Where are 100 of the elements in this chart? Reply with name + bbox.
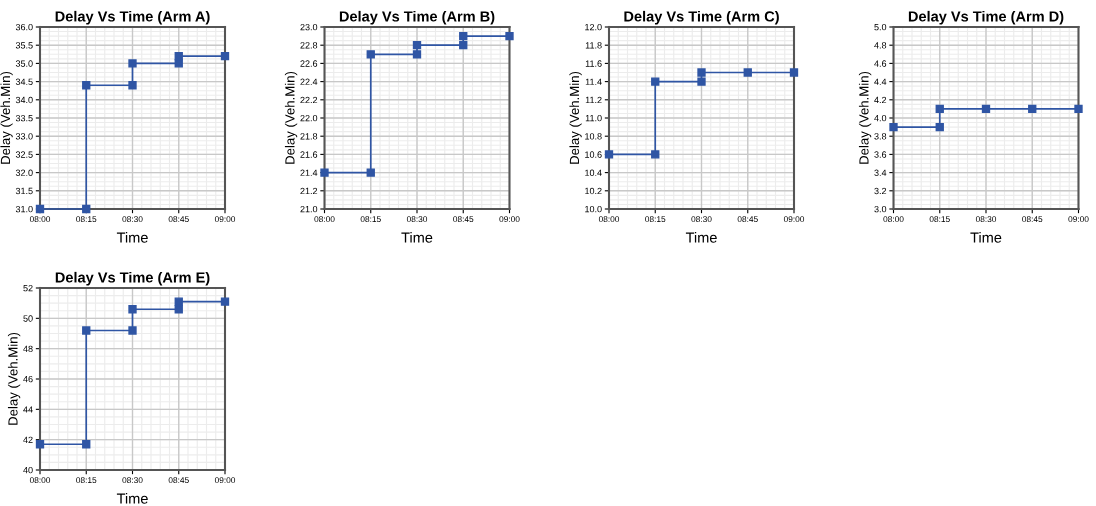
x-tick-label: 09:00 [214,216,236,223]
y-tick-label: 22.8 [300,42,318,49]
y-tick-label: 31.0 [15,205,33,213]
point [412,50,422,59]
point [35,440,45,449]
point [459,31,468,41]
point [604,150,614,159]
x-tick-label: 08:30 [975,216,997,223]
y-tick-label: 42 [23,436,33,443]
y-tick-label: 22.2 [300,96,318,104]
y-tick-label: 35.0 [15,60,33,67]
point [82,440,91,449]
chart-title: Delay Vs Time (Arm E) [55,271,210,286]
y-tick-label: 11.6 [585,60,602,67]
x-tick-label: 08:15 [360,216,381,223]
y-tick-label: 11.2 [585,96,602,104]
y-tick-label: 21.2 [300,187,318,195]
y-tick-label: 34.0 [15,96,33,104]
x-tick-label: 08:45 [737,216,758,223]
x-axis-title: Time [116,493,148,504]
y-tick-label: 33.0 [15,133,33,140]
y-tick-label: 3.8 [874,133,887,140]
point [220,51,230,61]
x-tick-label: 09:00 [783,216,805,223]
point [35,204,45,214]
y-tick-label: 4.4 [874,78,887,85]
y-tick-label: 31.5 [15,187,33,195]
y-tick-label: 22.0 [300,114,318,122]
point [366,50,375,59]
chart-title: Delay Vs Time (Arm B) [339,10,495,25]
chart-title: Delay Vs Time (Arm D) [908,10,1064,25]
point [128,326,137,335]
y-tick-label: 12.0 [585,23,602,31]
point [651,150,660,159]
point [743,68,752,77]
x-axis-title: Time [401,232,433,243]
y-tick-label: 10.8 [585,133,602,140]
y-tick-label: 4.2 [874,96,887,104]
x-tick-label: 09:00 [499,216,520,223]
point [459,41,468,50]
x-tick-label: 08:45 [453,216,474,223]
point [220,297,230,306]
y-tick-label: 11.0 [585,114,602,122]
y-axis-title: Delay (Veh.Min) [7,332,21,425]
y-tick-label: 50 [23,315,33,322]
y-tick-label: 21.0 [300,205,318,213]
point [82,204,91,214]
x-tick-label: 08:15 [76,216,97,223]
x-tick-label: 08:15 [76,477,97,484]
x-tick-label: 08:00 [598,216,620,223]
point [412,41,422,50]
x-axis-title: Time [116,232,148,243]
x-axis-title: Time [685,232,717,243]
y-tick-label: 34.5 [15,78,33,85]
y-tick-label: 11.8 [585,42,602,49]
y-tick-label: 23.0 [300,23,318,31]
y-axis-title: Delay (Veh.Min) [0,71,13,164]
x-tick-label: 08:15 [929,216,950,223]
y-tick-label: 3.2 [874,187,887,195]
y-tick-label: 35.5 [15,42,33,49]
y-tick-label: 10.4 [585,169,602,176]
point [82,326,91,335]
point [174,59,183,68]
y-tick-label: 22.6 [300,60,318,67]
x-tick-label: 08:30 [122,477,143,484]
y-tick-label: 52 [23,284,33,292]
chart-title: Delay Vs Time (Arm A) [55,10,210,25]
y-tick-label: 10.2 [585,187,602,195]
point [366,168,375,177]
y-tick-label: 40 [23,466,33,474]
x-tick-label: 09:00 [214,477,236,484]
point [789,68,799,77]
y-tick-label: 32.5 [15,151,33,158]
point [174,51,183,61]
y-tick-label: 11.4 [585,78,602,85]
x-tick-label: 08:45 [168,477,189,484]
y-tick-label: 3.0 [874,205,887,213]
x-tick-label: 09:00 [1068,216,1089,223]
point [697,68,706,77]
x-tick-label: 08:00 [29,477,51,484]
x-axis-title: Time [970,232,1002,243]
point [128,81,137,90]
y-tick-label: 22.4 [300,78,318,85]
y-tick-label: 48 [23,345,33,353]
x-tick-label: 08:00 [29,216,51,223]
y-axis-title: Delay (Veh.Min) [569,71,582,164]
y-tick-label: 4.0 [874,114,887,122]
y-axis-title: Delay (Veh.Min) [284,71,298,164]
x-tick-label: 08:15 [645,216,666,223]
y-tick-label: 10.0 [585,205,602,213]
chart-title: Delay Vs Time (Arm C) [624,10,779,25]
y-tick-label: 5.0 [874,23,887,31]
x-tick-label: 08:30 [691,216,712,223]
point [128,305,137,314]
x-tick-label: 08:30 [122,216,143,223]
y-tick-label: 33.5 [15,114,33,122]
y-tick-label: 21.6 [300,151,318,158]
x-tick-label: 08:45 [1022,216,1043,223]
y-axis-title: Delay (Veh.Min) [858,71,872,164]
y-tick-label: 3.6 [874,151,887,158]
